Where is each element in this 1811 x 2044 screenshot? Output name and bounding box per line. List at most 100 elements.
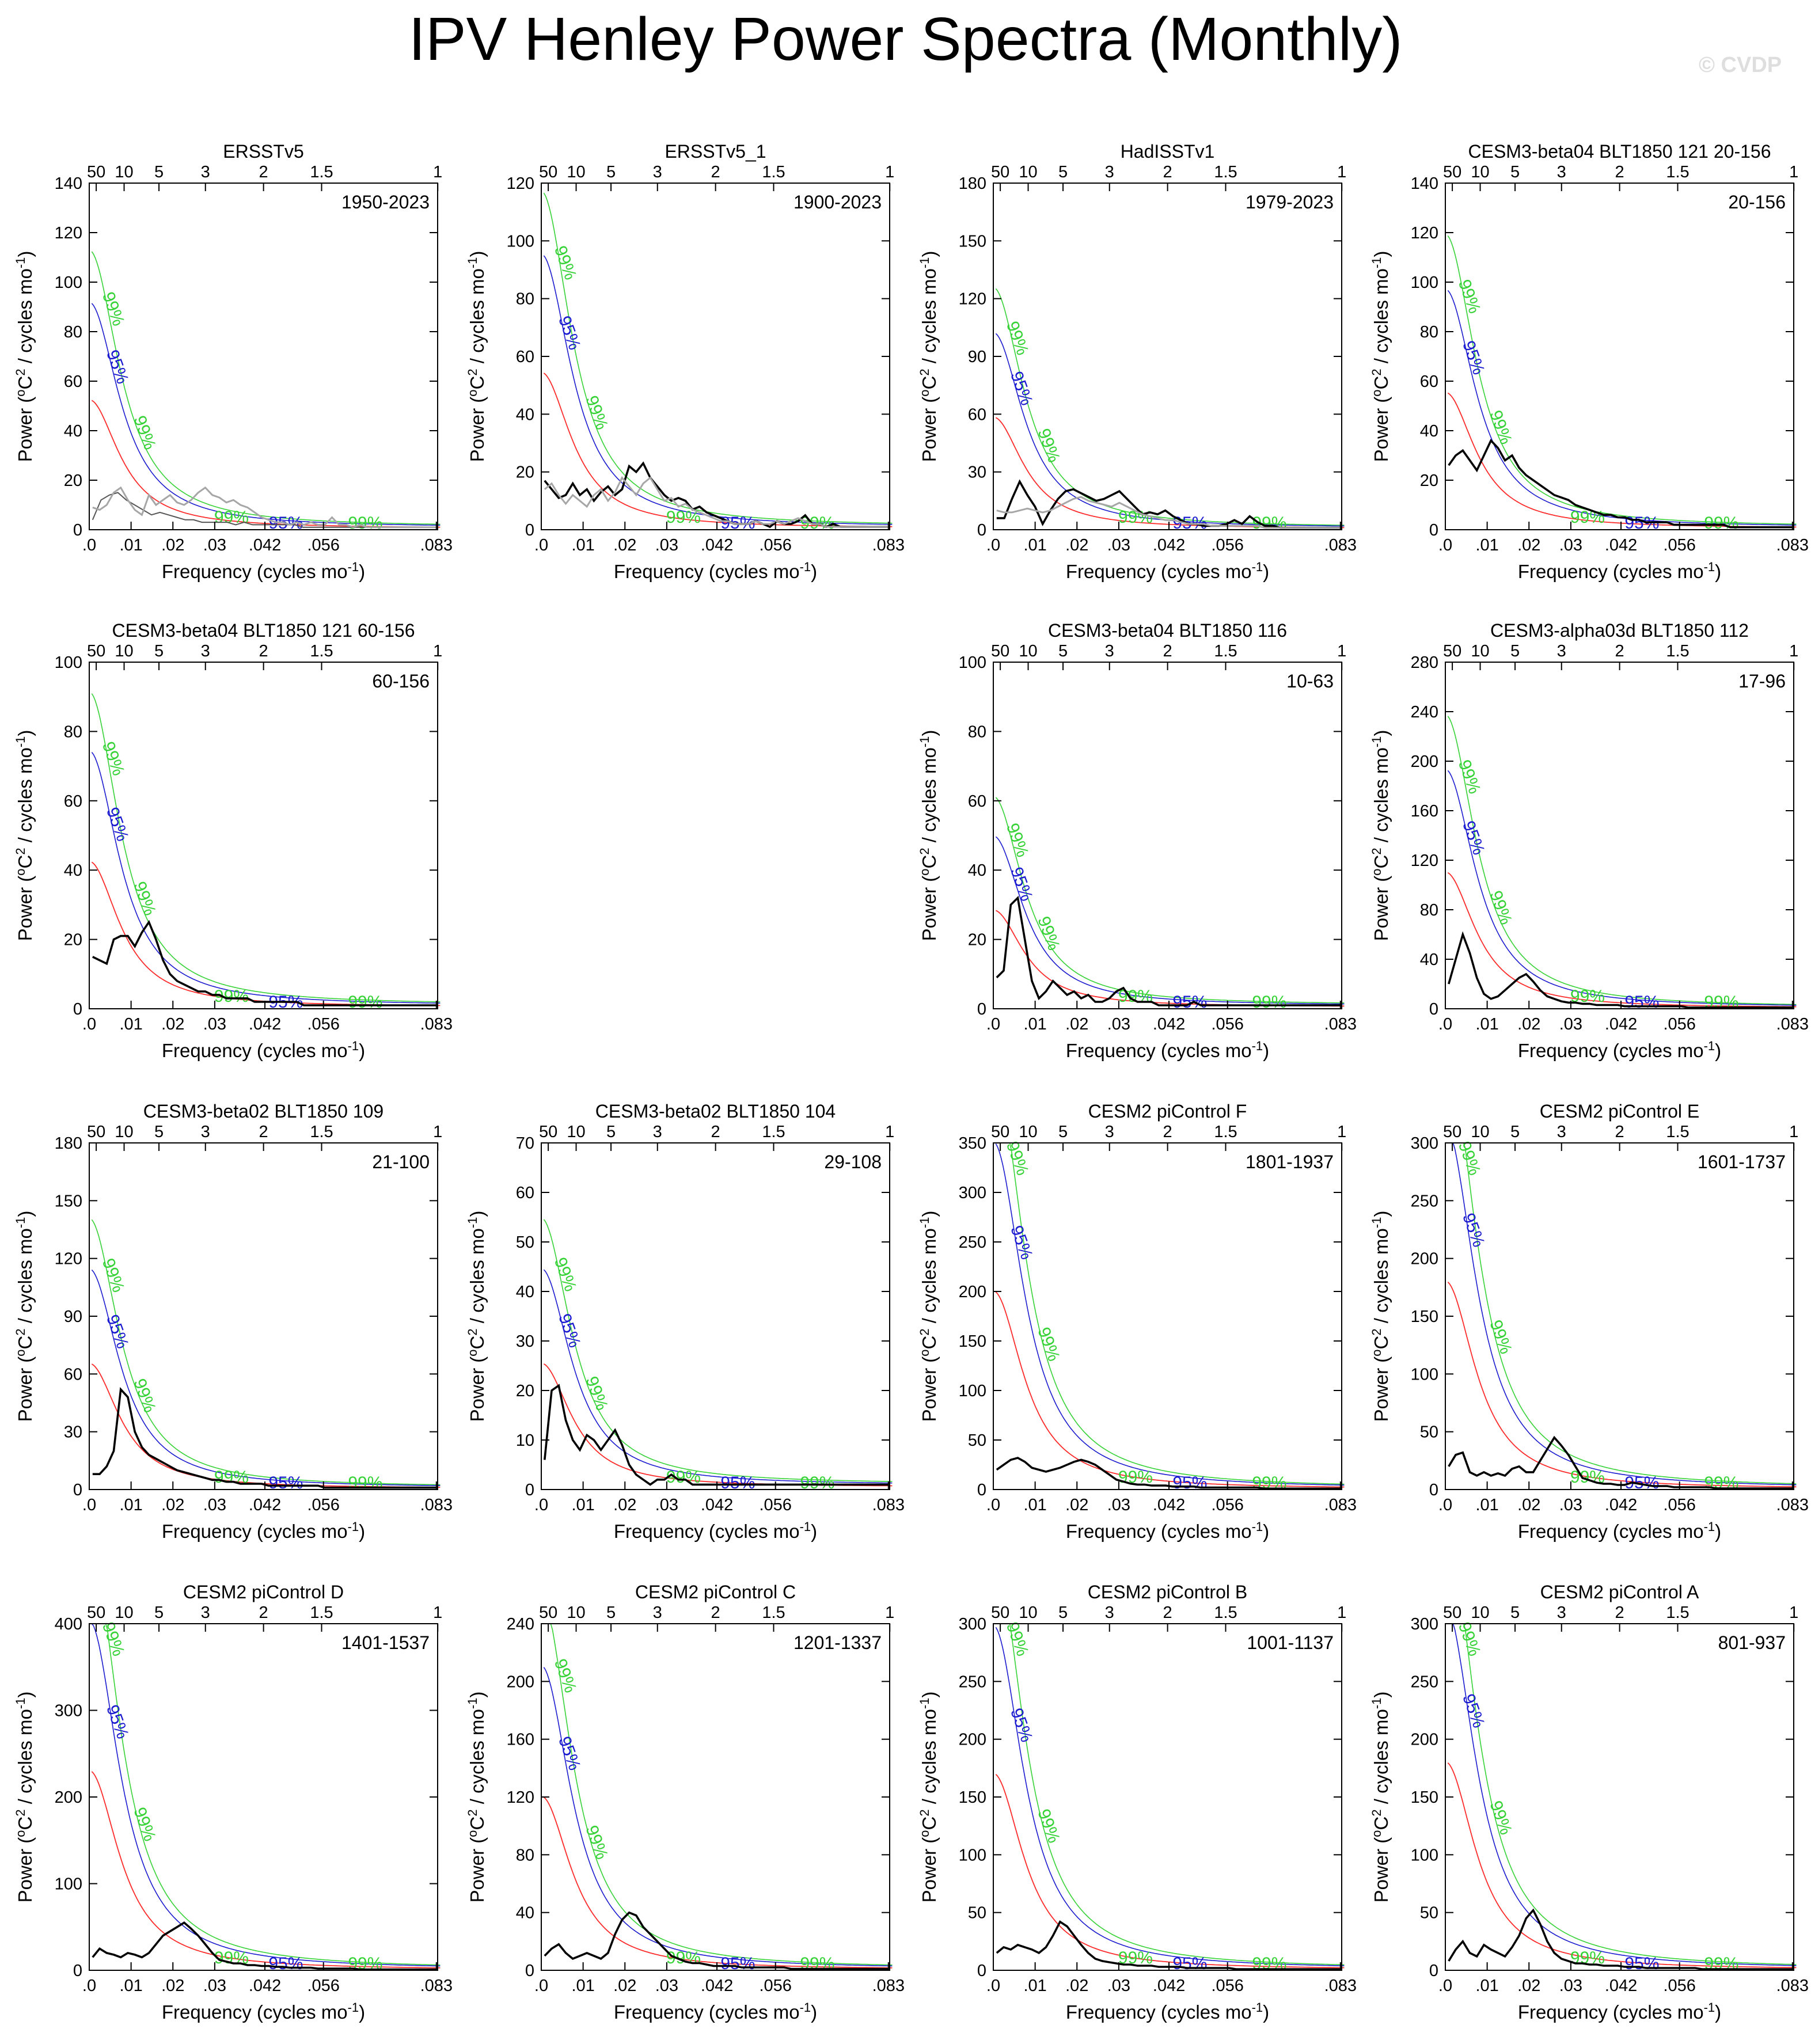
plot-frame — [993, 1623, 1342, 1971]
plot-frame — [541, 1142, 890, 1490]
x-top-tick-label: 2 — [1615, 642, 1624, 660]
plot-frame — [89, 662, 438, 1009]
sig95-curve — [91, 1269, 441, 1486]
panel-7: 99%95%99%99% 95% 99%020406080100.0.01.02.0… — [917, 620, 1357, 1061]
y-axis-label: Power (oC2 / cycles mo-1) — [465, 251, 488, 462]
x-top-tick-label: 10 — [1471, 642, 1489, 660]
x-axis-label: Frequency (cycles mo-1) — [1518, 1519, 1721, 1542]
x-top-tick-label: 3 — [201, 642, 210, 660]
x-tick-label: .042 — [1605, 536, 1637, 554]
plot-frame — [993, 183, 1342, 530]
y-tick-label: 60 — [64, 1365, 82, 1384]
x-top-tick-label: 2 — [711, 1604, 720, 1622]
y-tick-label: 80 — [64, 723, 82, 741]
x-top-tick-label: 10 — [115, 1604, 133, 1622]
period-label: 29-108 — [824, 1152, 882, 1172]
sig99-curve — [1448, 1623, 1797, 1965]
label-95: 95% — [1459, 818, 1489, 857]
y-tick-label: 50 — [968, 1904, 986, 1923]
x-tick-label: .03 — [655, 536, 678, 554]
x-tick-label: .03 — [655, 1977, 678, 1995]
x-tick-label: .042 — [249, 536, 281, 554]
y-tick-label: 200 — [1411, 753, 1438, 771]
x-top-tick-label: 2 — [1163, 1123, 1172, 1141]
period-label: 60-156 — [372, 671, 430, 692]
y-tick-label: 150 — [959, 1332, 986, 1351]
x-top-tick-label: 1.5 — [1214, 1604, 1237, 1622]
x-tick-label: .0 — [534, 536, 548, 554]
x-tick-label: .056 — [759, 1977, 791, 1995]
x-tick-label: .03 — [203, 536, 226, 554]
sig99-curve — [995, 797, 1345, 1004]
y-tick-label: 80 — [968, 723, 986, 741]
sig95-curve — [1448, 1142, 1797, 1485]
plot-frame — [1445, 1623, 1794, 1971]
y-axis-label: Power (oC2 / cycles mo-1) — [13, 1692, 36, 1903]
x-tick-label: .02 — [161, 1015, 184, 1034]
spectrum-line-1 — [1448, 931, 1794, 1009]
label-95: 95% — [555, 1734, 584, 1773]
x-top-tick-label: 3 — [201, 1123, 210, 1141]
x-top-tick-label: 3 — [1105, 642, 1114, 660]
x-axis-label: Frequency (cycles mo-1) — [614, 2000, 817, 2023]
y-tick-label: 100 — [1411, 1365, 1438, 1384]
x-tick-label: .042 — [249, 1977, 281, 1995]
x-tick-label: .083 — [420, 1977, 453, 1995]
y-tick-label: 160 — [507, 1731, 534, 1749]
x-top-tick-label: 50 — [1443, 1604, 1461, 1622]
y-tick-label: 150 — [1411, 1788, 1438, 1807]
red-noise-curve — [995, 1291, 1345, 1488]
red-noise-curve — [995, 1773, 1345, 1969]
x-tick-label: .083 — [1776, 1496, 1809, 1514]
y-tick-label: 40 — [1420, 422, 1438, 440]
y-axis-label: Power (oC2 / cycles mo-1) — [13, 251, 36, 462]
y-tick-label: 150 — [55, 1192, 82, 1210]
x-tick-label: .0 — [1438, 1496, 1452, 1514]
x-top-tick-label: 50 — [1443, 163, 1461, 181]
x-tick-label: .01 — [1475, 1977, 1498, 1995]
panel-8: 99%95%99%99% 95% 99%04080120160200240280.0… — [1369, 620, 1809, 1061]
y-tick-label: 40 — [968, 861, 986, 880]
label-95: 95% — [1459, 1211, 1489, 1250]
x-tick-label: .083 — [420, 1015, 453, 1034]
y-tick-label: 100 — [1411, 273, 1438, 292]
x-top-tick-label: 10 — [115, 1123, 133, 1141]
x-axis-label: Frequency (cycles mo-1) — [1066, 560, 1269, 582]
x-tick-label: .042 — [249, 1015, 281, 1034]
y-tick-label: 180 — [959, 174, 986, 193]
panel-title: CESM3-beta04 BLT1850 121 60-156 — [112, 620, 415, 641]
x-tick-label: .042 — [701, 1977, 733, 1995]
x-tick-label: .03 — [1107, 536, 1130, 554]
x-axis-label: Frequency (cycles mo-1) — [162, 1519, 365, 1542]
sig95-curve — [995, 1627, 1345, 1966]
label-99: 99% — [550, 1657, 580, 1696]
x-top-tick-label: 1.5 — [1214, 1123, 1237, 1141]
panel-title: ERSSTv5_1 — [665, 141, 766, 162]
y-tick-label: 180 — [55, 1134, 82, 1153]
x-tick-label: .0 — [82, 1015, 96, 1034]
label-99: 99% — [130, 413, 160, 453]
x-tick-label: .01 — [571, 1496, 594, 1514]
x-top-tick-label: 3 — [653, 1604, 662, 1622]
label-99: 99% — [1570, 508, 1605, 527]
x-top-tick-label: 5 — [154, 1604, 164, 1622]
x-top-tick-label: 1.5 — [310, 642, 333, 660]
panel-title: CESM3-beta04 BLT1850 116 — [1048, 620, 1287, 641]
label-99: 99% — [582, 393, 612, 432]
x-top-tick-label: 1.5 — [762, 1604, 785, 1622]
x-top-tick-label: 1 — [885, 1123, 894, 1141]
x-top-tick-label: 5 — [606, 163, 616, 181]
x-top-tick-label: 1.5 — [310, 163, 333, 181]
panel-title: CESM2 piControl D — [183, 1582, 344, 1602]
x-tick-label: .02 — [1517, 1015, 1540, 1034]
plot-frame — [89, 183, 438, 530]
label-99: 99% — [582, 1374, 612, 1413]
x-top-tick-label: 1 — [885, 163, 894, 181]
y-tick-label: 60 — [64, 373, 82, 391]
x-tick-label: .02 — [1065, 1977, 1088, 1995]
x-top-tick-label: 1.5 — [310, 1123, 333, 1141]
x-tick-label: .042 — [1153, 536, 1185, 554]
period-label: 20-156 — [1728, 192, 1786, 212]
sig95-curve — [1447, 770, 1797, 1006]
x-top-tick-label: 2 — [1163, 163, 1172, 181]
